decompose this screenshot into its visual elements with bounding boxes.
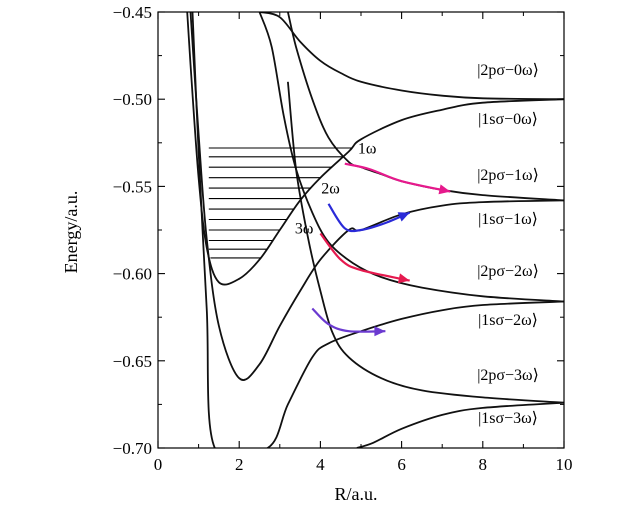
dissociation-arrow-2 [319, 232, 410, 282]
series-curve-4 [258, 12, 564, 303]
series-curve-0 [259, 12, 564, 101]
dissociation-arrow-0 [344, 162, 451, 193]
series-curve-7 [356, 401, 564, 448]
arrowhead-1 [397, 212, 410, 222]
x-tick-label-1: 2 [235, 455, 244, 474]
arrowhead-0 [438, 184, 451, 195]
state-label-2: |2pσ−1ω⟩ [477, 167, 539, 184]
photon-label-2: 3ω [295, 221, 314, 238]
state-label-4: |2pσ−2ω⟩ [477, 263, 539, 280]
y-tick-label-5: −0.70 [113, 439, 152, 458]
photon-label-1: 2ω [321, 180, 340, 197]
photon-label-0: 1ω [358, 140, 377, 157]
x-tick-label-2: 4 [316, 455, 325, 474]
state-label-1: |1sσ−0ω⟩ [478, 111, 538, 128]
state-label-0: |2pσ−0ω⟩ [477, 62, 539, 79]
state-label-5: |1sσ−2ω⟩ [478, 312, 538, 329]
overlay-layer: 1ω 2ω 3ω |2pσ−0ω⟩ |1sσ−0ω⟩ |2pσ−1ω⟩ |1sσ−1ω⟩ |2… [295, 62, 539, 427]
x-tick-label-0: 0 [154, 455, 163, 474]
dissociation-arrow-1 [327, 203, 411, 233]
state-label-7: |1sσ−3ω⟩ [478, 410, 538, 427]
state-label-3: |1sσ−1ω⟩ [478, 211, 538, 228]
axes: 0 2 4 6 8 10 −0.45 −0.50 −0.55 −0.60 −0.65 −0.70 [113, 3, 573, 474]
x-tick-label-3: 6 [397, 455, 406, 474]
x-tick-label-5: 10 [556, 455, 573, 474]
series-curve-5 [191, 12, 564, 448]
y-tick-label-0: −0.45 [113, 3, 152, 22]
y-tick-label-4: −0.65 [113, 352, 152, 371]
y-tick-label-3: −0.60 [113, 265, 152, 284]
y-tick-label-2: −0.55 [113, 177, 152, 196]
series-curve-6 [287, 81, 564, 404]
y-tick-label-1: −0.50 [113, 90, 152, 109]
x-axis-title: R/a.u. [335, 484, 378, 504]
y-axis-title: Energy/a.u. [61, 191, 81, 274]
arrowhead-3 [374, 326, 386, 337]
dissociation-arrow-3 [311, 307, 386, 333]
x-tick-label-4: 8 [479, 455, 488, 474]
arrowhead-2 [397, 273, 410, 284]
state-label-6: |2pσ−3ω⟩ [477, 367, 539, 384]
series-curve-3 [189, 12, 564, 381]
plot-area [186, 12, 564, 448]
